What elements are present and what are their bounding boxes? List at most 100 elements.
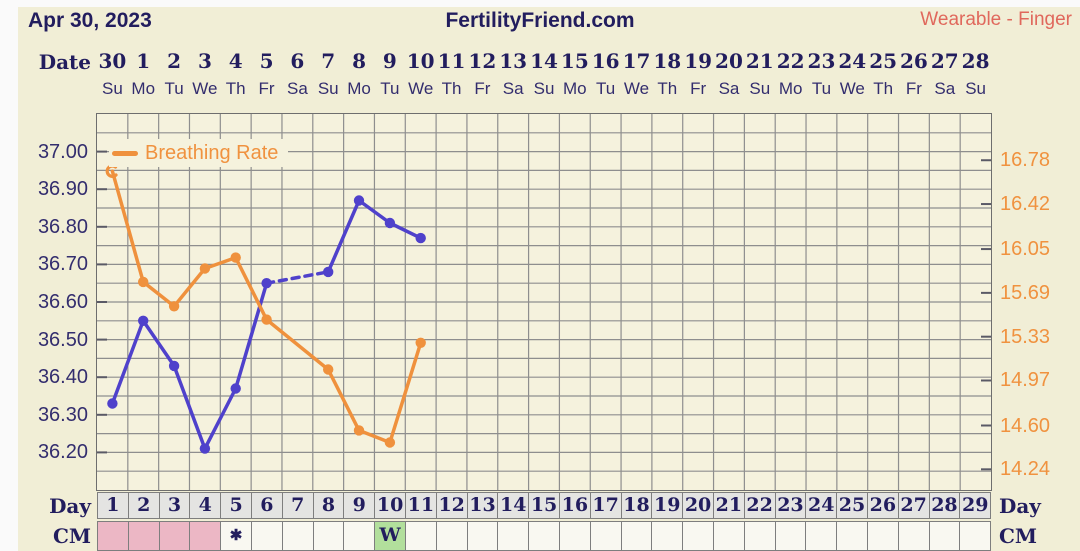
day-cell[interactable]: 23 — [774, 492, 807, 519]
day-row-label-left: Day — [49, 494, 91, 518]
day-cell[interactable]: 3 — [158, 492, 191, 519]
cm-cell[interactable] — [97, 521, 129, 551]
day-cell[interactable]: 29 — [959, 492, 992, 519]
cm-cell[interactable] — [620, 521, 653, 551]
cm-cell[interactable] — [682, 521, 714, 551]
chart-plot-area — [96, 113, 992, 491]
temperature-line — [110, 281, 269, 451]
day-row-label-right: Day — [999, 494, 1041, 518]
day-cell[interactable]: 17 — [589, 492, 622, 519]
weekday-cell: Tu — [811, 79, 832, 98]
weekday-cell: Sa — [286, 79, 308, 98]
cm-cell[interactable] — [312, 521, 345, 551]
day-cell[interactable]: 21 — [712, 492, 745, 519]
cm-cell[interactable] — [928, 521, 961, 551]
day-cell[interactable]: 26 — [866, 492, 899, 519]
day-cell[interactable]: 12 — [435, 492, 468, 519]
cm-cell[interactable] — [959, 521, 992, 551]
date-cell: 4 — [228, 49, 243, 73]
date-cell: 30 — [98, 49, 127, 73]
temperature-axis-tick-label: 36.60 — [37, 291, 88, 313]
day-cell[interactable]: 13 — [466, 492, 499, 519]
cm-cell[interactable] — [866, 521, 899, 551]
day-cell[interactable]: 2 — [127, 492, 160, 519]
day-cell[interactable]: 11 — [404, 492, 437, 519]
cm-cell[interactable] — [281, 521, 314, 551]
day-cell[interactable]: 7 — [281, 492, 314, 519]
day-cell[interactable]: 24 — [805, 492, 838, 519]
cm-cell[interactable] — [558, 521, 591, 551]
cm-cell[interactable]: W — [374, 521, 406, 551]
date-cell: 15 — [560, 49, 589, 73]
cm-cell[interactable] — [127, 521, 160, 551]
cm-cell[interactable] — [497, 521, 530, 551]
cm-cell[interactable] — [774, 521, 807, 551]
day-cell[interactable]: 8 — [312, 492, 345, 519]
site-title[interactable]: FertilityFriend.com — [445, 9, 635, 32]
day-cell[interactable]: 6 — [250, 492, 283, 519]
day-cell[interactable]: 14 — [497, 492, 530, 519]
day-cell[interactable]: 28 — [928, 492, 961, 519]
day-cell[interactable]: 9 — [343, 492, 376, 519]
cm-cell[interactable] — [189, 521, 222, 551]
temperature-data-point — [107, 398, 118, 409]
cm-cell[interactable] — [836, 521, 868, 551]
day-cell[interactable]: 20 — [682, 492, 714, 519]
chart-canvas — [97, 114, 991, 490]
day-cell[interactable]: 19 — [651, 492, 684, 519]
weekday-cell: Tu — [596, 79, 616, 98]
cm-cell[interactable] — [651, 521, 684, 551]
day-cell[interactable]: 16 — [558, 492, 591, 519]
date-cell: 21 — [745, 49, 774, 73]
day-cell[interactable]: 1 — [97, 492, 129, 519]
temperature-data-point — [415, 232, 426, 244]
temperature-axis-tick-label: 36.40 — [37, 366, 88, 389]
date-cell: 16 — [591, 49, 620, 73]
date-cell: 7 — [321, 49, 336, 73]
date-cell: 10 — [406, 49, 435, 73]
temperature-data-point — [230, 383, 241, 394]
cm-cell[interactable] — [435, 521, 468, 551]
weekday-cell: Mo — [563, 79, 587, 98]
day-cell[interactable]: 27 — [897, 492, 930, 519]
date-row-label: Date — [38, 50, 91, 74]
weekday-cell: Sa — [502, 79, 524, 98]
breathing-axis-tick-label: 14.60 — [1000, 414, 1051, 437]
weekday-cell: Th — [441, 79, 462, 98]
breathing-axis-tick-label: 14.24 — [1000, 458, 1051, 481]
date-cell: 26 — [900, 49, 928, 73]
cm-cell[interactable] — [466, 521, 499, 551]
breathing-rate-data-point — [261, 314, 272, 325]
breathing-axis-tick-label: 15.69 — [1000, 281, 1051, 304]
cm-cell[interactable] — [528, 521, 560, 551]
cm-cell[interactable] — [343, 521, 376, 551]
cm-cell[interactable] — [743, 521, 776, 551]
sensor-mode-label: Wearable - Finger — [920, 9, 1072, 30]
cm-cell[interactable] — [589, 521, 622, 551]
day-cell[interactable]: 5 — [220, 492, 252, 519]
day-cell[interactable]: 15 — [528, 492, 560, 519]
cm-cell[interactable] — [158, 521, 191, 551]
weekday-cell: Su — [317, 79, 339, 98]
day-cell[interactable]: 22 — [743, 492, 776, 519]
day-cell[interactable]: 4 — [189, 492, 222, 519]
cm-cell[interactable] — [404, 521, 437, 551]
date-cell: 5 — [259, 49, 274, 73]
day-cell[interactable]: 18 — [620, 492, 653, 519]
weekday-cell: Tu — [380, 79, 400, 98]
weekday-cell: Fr — [690, 79, 707, 98]
day-cell[interactable]: 25 — [836, 492, 868, 519]
cm-cell[interactable] — [805, 521, 838, 551]
cm-cell[interactable] — [250, 521, 283, 551]
date-cell: 13 — [499, 49, 528, 73]
date-cell: 23 — [807, 49, 836, 73]
legend-label: Breathing Rate — [145, 141, 279, 164]
date-cell: 27 — [930, 49, 959, 73]
temperature-axis-tick-label: 36.90 — [37, 178, 88, 201]
cm-cell[interactable] — [712, 521, 745, 551]
weekday-cell: Su — [749, 79, 771, 98]
day-cell[interactable]: 10 — [374, 492, 406, 519]
cm-cell[interactable] — [897, 521, 930, 551]
cm-cell[interactable]: ✱ — [220, 521, 252, 551]
